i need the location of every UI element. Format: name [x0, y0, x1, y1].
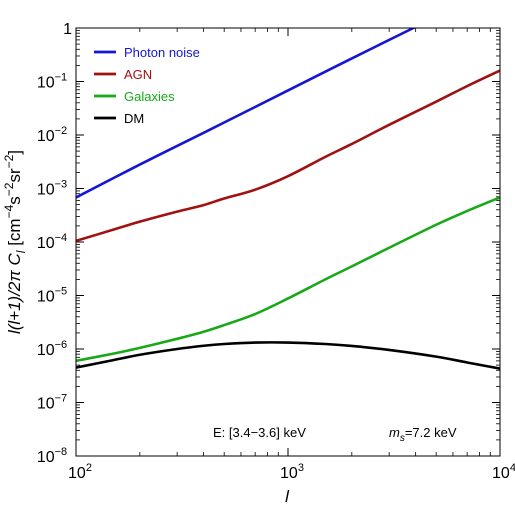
y-tick-label: 10−8: [37, 446, 67, 466]
series-line-photon-noise: [76, 28, 417, 199]
x-axis-title: l: [285, 487, 290, 506]
mass-annotation: ms=7.2 keV: [389, 425, 457, 444]
y-tick-label: 10−3: [37, 179, 67, 199]
y-tick-label: 10−2: [37, 125, 67, 145]
x-tick-label: 102: [68, 462, 92, 482]
legend: Photon noise AGN Galaxies DM: [94, 45, 200, 126]
y-tick-label: 10−1: [37, 72, 67, 92]
energy-range-annotation: E: [3.4−3.6] keV: [213, 425, 306, 440]
legend-label-photon-noise: Photon noise: [124, 45, 200, 60]
legend-label-galaxies: Galaxies: [124, 89, 175, 104]
legend-label-agn: AGN: [124, 67, 152, 82]
x-tick-label: 104: [492, 462, 515, 482]
y-tick-label: 10−6: [37, 339, 67, 359]
y-tick-label: 10−4: [37, 232, 67, 252]
series-lines: [76, 28, 500, 370]
y-tick-label: 10−7: [37, 393, 67, 413]
series-line-agn: [76, 69, 500, 243]
y-tick-label: 10−5: [37, 286, 67, 306]
x-tick-label: 103: [280, 462, 304, 482]
series-line-galaxies: [76, 196, 500, 363]
legend-label-dm: DM: [124, 111, 144, 126]
y-axis-title: l(l+1)/2π Cl [cm−4s−2sr−2]: [2, 150, 28, 334]
plot-frame: [75, 27, 501, 457]
y-tick-label: 1: [63, 21, 72, 38]
series-line-dm: [76, 341, 500, 370]
